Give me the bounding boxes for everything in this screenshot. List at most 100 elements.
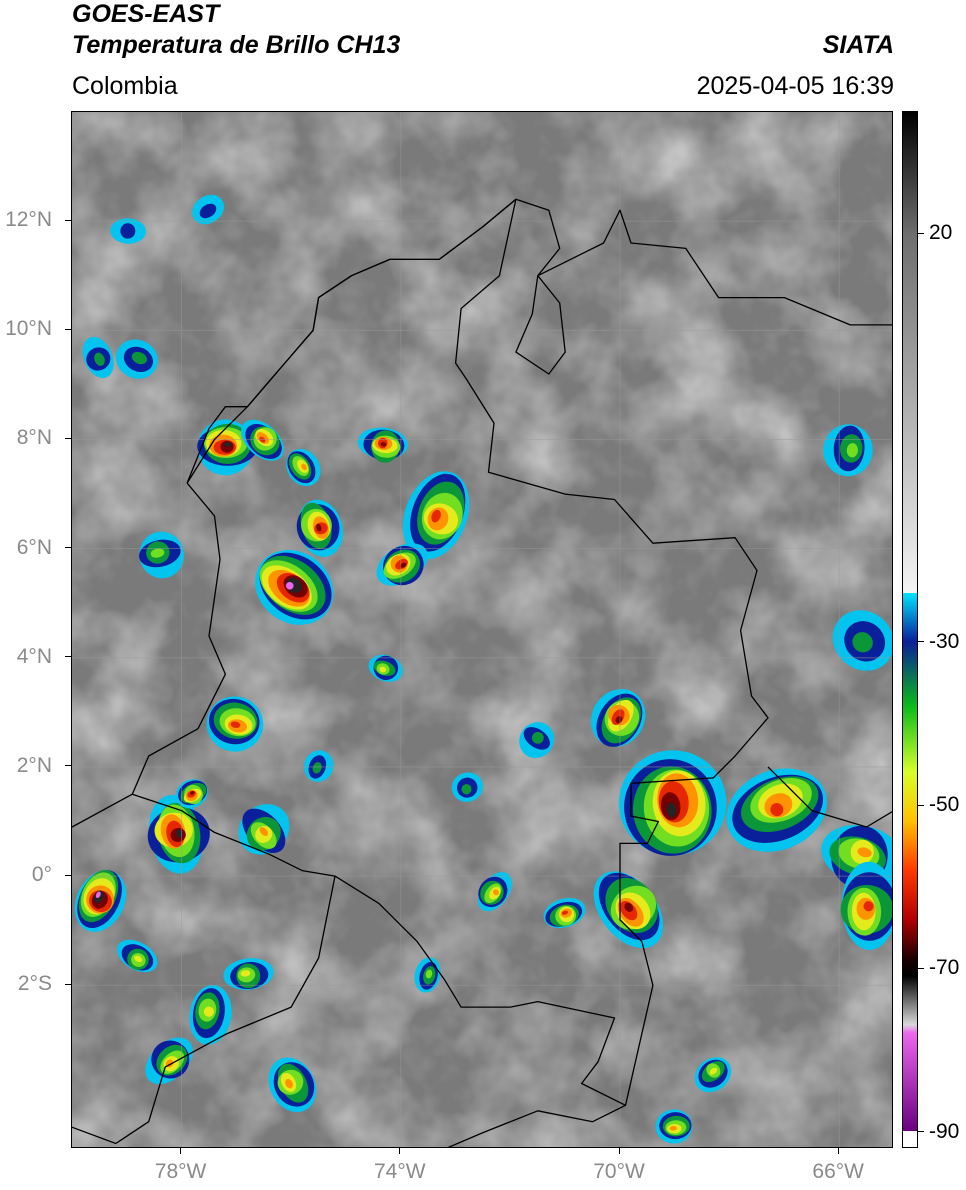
storm-contour (259, 827, 269, 836)
lon-tick-label: 66°W (812, 1160, 864, 1183)
storm-cell (223, 958, 274, 990)
storm-contour (301, 463, 307, 471)
storm-contour (134, 955, 143, 963)
storm-cell (840, 861, 892, 950)
storm-cell (116, 939, 158, 973)
storm-cell (357, 427, 408, 463)
storm-contour (203, 1006, 214, 1017)
border-venezuela_brazil (767, 766, 892, 828)
storm-contour (400, 562, 407, 568)
border-ecuador_peru (72, 875, 336, 1145)
colorbar-tick-mark (918, 232, 924, 234)
lon-tick-label: 78°W (154, 1160, 207, 1183)
storm-cell (543, 897, 586, 928)
lat-tick-mark (65, 219, 71, 221)
storm-contour (240, 970, 251, 977)
storm-contour (230, 721, 241, 728)
lat-tick-label: 8°N (16, 426, 52, 450)
storm-contour (224, 442, 232, 448)
graticule (72, 112, 892, 1147)
colorbar-tick-mark (918, 804, 924, 806)
storm-contour (425, 969, 433, 979)
storm-cell (147, 795, 210, 874)
storm-contour (852, 632, 873, 653)
colorbar-tick-mark (918, 641, 924, 643)
storm-contour (176, 829, 183, 838)
storm-contour (531, 731, 544, 744)
border-pacific (72, 482, 227, 828)
storm-contour (316, 523, 322, 532)
lon-tick-mark (618, 1148, 620, 1154)
lon-tick-mark (837, 1148, 839, 1154)
lat-tick-label: 12°N (5, 208, 52, 232)
lon-tick-mark (180, 1148, 182, 1154)
storm-contour (120, 223, 136, 239)
storm-cell (206, 696, 264, 752)
storm-cell (286, 448, 321, 487)
storm-cell (694, 1057, 732, 1093)
storm-cell (238, 804, 290, 855)
storm-contour (492, 889, 499, 896)
storm-cell (268, 1057, 317, 1113)
storm-contour (666, 802, 677, 817)
storm-cell (832, 610, 892, 671)
storm-cell (593, 871, 664, 949)
storm-contour (379, 666, 387, 673)
source-label: SIATA (822, 31, 894, 59)
colorbar-tick-label: -90 (929, 1119, 960, 1143)
lat-tick-mark (65, 437, 71, 439)
storm-cell (726, 768, 828, 852)
storm-cell (591, 689, 646, 747)
storm-cell (139, 531, 185, 579)
lat-tick-label: 4°N (16, 644, 52, 668)
storm-contour (857, 847, 872, 858)
storm-cell (655, 1109, 693, 1144)
storm-contour (431, 509, 441, 523)
convective-cells (74, 194, 892, 1144)
storm-contour (312, 762, 322, 774)
border-colombia (132, 198, 769, 1106)
storm-cell (241, 419, 284, 461)
political-boundaries (72, 198, 892, 1147)
storm-cell (376, 543, 428, 586)
storm-contour (285, 581, 294, 590)
storm-contour (285, 1078, 293, 1089)
storm-contour (190, 791, 195, 795)
storm-cell (477, 872, 512, 912)
lat-tick-mark (65, 983, 71, 985)
storm-cell (74, 870, 127, 932)
storm-contour (380, 442, 387, 447)
storm-cell (823, 424, 873, 477)
lat-tick-mark (65, 328, 71, 330)
storm-cell (110, 218, 146, 244)
datetime-label: 2025-04-05 16:39 (696, 72, 894, 100)
storm-cell (618, 750, 727, 856)
satellite-map[interactable] (71, 111, 893, 1148)
product-title: Temperatura de Brillo CH13 (72, 31, 401, 59)
storm-contour (150, 548, 165, 558)
cloud-texture-dark (72, 112, 892, 1147)
storm-cell (296, 499, 344, 557)
storm-cell (192, 194, 225, 225)
colorbar-tick-mark (918, 1131, 924, 1133)
lat-tick-label: 10°N (5, 317, 52, 341)
storm-contour (95, 891, 101, 899)
storm-cell (451, 772, 484, 802)
storm-contour (709, 1067, 718, 1075)
storm-contour (561, 910, 568, 915)
colorbar-tick-label: -70 (929, 956, 960, 980)
lat-tick-label: 2°N (16, 753, 52, 777)
storm-contour (846, 443, 858, 458)
storm-cell (82, 336, 114, 379)
storm-cell (402, 471, 470, 560)
border-peru_brazil (447, 1104, 626, 1147)
storm-cell (255, 549, 334, 625)
lat-tick-mark (65, 874, 71, 876)
storm-contour (94, 352, 105, 366)
storm-cell (189, 985, 232, 1045)
storm-cell (519, 722, 555, 759)
colorbar-tick-mark (918, 967, 924, 969)
brightness-temperature-image (72, 112, 892, 1147)
lat-tick-label: 2°S (17, 972, 52, 996)
lon-tick-mark (399, 1148, 401, 1154)
